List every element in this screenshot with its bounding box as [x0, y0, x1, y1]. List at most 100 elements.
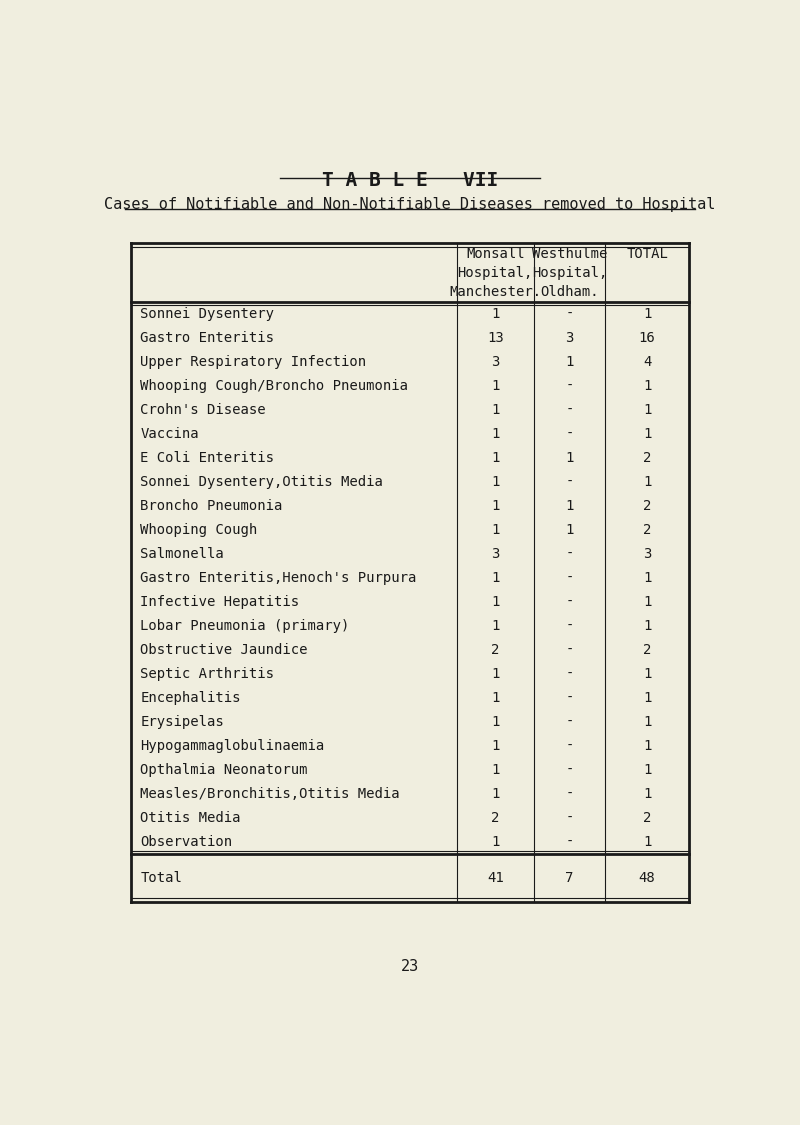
Text: 48: 48: [638, 871, 655, 884]
Text: 1: 1: [643, 403, 651, 417]
Text: 1: 1: [643, 835, 651, 849]
Text: 1: 1: [643, 428, 651, 441]
Text: Westhulme: Westhulme: [532, 246, 607, 261]
Text: 1: 1: [491, 788, 499, 801]
Text: -: -: [566, 788, 574, 801]
Text: Whooping Cough/Broncho Pneumonia: Whooping Cough/Broncho Pneumonia: [140, 379, 408, 393]
Text: 1: 1: [643, 739, 651, 753]
Text: 1: 1: [566, 523, 574, 537]
Text: 1: 1: [643, 307, 651, 321]
Text: Hypogammaglobulinaemia: Hypogammaglobulinaemia: [140, 739, 325, 753]
Text: 1: 1: [491, 500, 499, 513]
Text: -: -: [566, 547, 574, 561]
Text: 2: 2: [643, 811, 651, 825]
Text: 1: 1: [491, 763, 499, 777]
Text: Gastro Enteritis: Gastro Enteritis: [140, 331, 274, 345]
Text: 2: 2: [643, 523, 651, 537]
Text: TOTAL: TOTAL: [626, 246, 668, 261]
Text: 1: 1: [491, 691, 499, 705]
Text: 1: 1: [491, 595, 499, 609]
Text: 1: 1: [491, 403, 499, 417]
Text: 1: 1: [491, 428, 499, 441]
Text: -: -: [566, 595, 574, 609]
Text: Observation: Observation: [140, 835, 233, 849]
Text: Lobar Pneumonia (primary): Lobar Pneumonia (primary): [140, 619, 350, 633]
Text: E Coli Enteritis: E Coli Enteritis: [140, 451, 274, 465]
Text: 1: 1: [491, 716, 499, 729]
Text: 1: 1: [643, 716, 651, 729]
Text: 13: 13: [487, 331, 504, 345]
Text: 1: 1: [491, 523, 499, 537]
Text: 3: 3: [643, 547, 651, 561]
Text: 2: 2: [491, 644, 499, 657]
Text: Oldham.: Oldham.: [540, 285, 599, 299]
Text: 3: 3: [491, 547, 499, 561]
Text: 1: 1: [491, 307, 499, 321]
Text: -: -: [566, 644, 574, 657]
Text: -: -: [566, 307, 574, 321]
Text: 2: 2: [643, 644, 651, 657]
Text: Monsall: Monsall: [466, 246, 525, 261]
Text: -: -: [566, 811, 574, 825]
Text: 4: 4: [643, 356, 651, 369]
Text: 1: 1: [566, 500, 574, 513]
Text: 1: 1: [643, 763, 651, 777]
Text: 1: 1: [491, 451, 499, 465]
Text: 1: 1: [643, 667, 651, 681]
Text: Hospital,: Hospital,: [458, 266, 533, 280]
Text: 1: 1: [491, 475, 499, 489]
Text: Otitis Media: Otitis Media: [140, 811, 241, 825]
Text: -: -: [566, 716, 574, 729]
Text: 7: 7: [566, 871, 574, 884]
Text: Total: Total: [140, 871, 182, 884]
Text: Upper Respiratory Infection: Upper Respiratory Infection: [140, 356, 366, 369]
Text: Vaccina: Vaccina: [140, 428, 199, 441]
Text: -: -: [566, 403, 574, 417]
Text: -: -: [566, 835, 574, 849]
Text: Salmonella: Salmonella: [140, 547, 224, 561]
Text: -: -: [566, 691, 574, 705]
Text: 3: 3: [491, 356, 499, 369]
Text: 41: 41: [487, 871, 504, 884]
Text: -: -: [566, 619, 574, 633]
Text: -: -: [566, 739, 574, 753]
Text: -: -: [566, 379, 574, 393]
Text: -: -: [566, 763, 574, 777]
Text: 1: 1: [643, 619, 651, 633]
Text: 1: 1: [643, 691, 651, 705]
Text: 16: 16: [638, 331, 655, 345]
Text: Manchester.: Manchester.: [449, 285, 542, 299]
Text: Obstructive Jaundice: Obstructive Jaundice: [140, 644, 308, 657]
Text: 1: 1: [491, 619, 499, 633]
Text: Erysipelas: Erysipelas: [140, 716, 224, 729]
Text: Sonnei Dysentery: Sonnei Dysentery: [140, 307, 274, 321]
Text: 1: 1: [643, 475, 651, 489]
Text: 1: 1: [491, 739, 499, 753]
Text: 1: 1: [491, 667, 499, 681]
Text: 1: 1: [491, 835, 499, 849]
Text: Measles/Bronchitis,Otitis Media: Measles/Bronchitis,Otitis Media: [140, 788, 400, 801]
Text: -: -: [566, 667, 574, 681]
Text: Septic Arthritis: Septic Arthritis: [140, 667, 274, 681]
Text: -: -: [566, 572, 574, 585]
Text: 2: 2: [491, 811, 499, 825]
Text: Hospital,: Hospital,: [532, 266, 607, 280]
Text: 1: 1: [643, 379, 651, 393]
Text: 1: 1: [643, 572, 651, 585]
Text: 2: 2: [643, 500, 651, 513]
Text: -: -: [566, 428, 574, 441]
Text: 1: 1: [491, 572, 499, 585]
Text: 2: 2: [643, 451, 651, 465]
Text: Whooping Cough: Whooping Cough: [140, 523, 258, 537]
Text: Sonnei Dysentery,Otitis Media: Sonnei Dysentery,Otitis Media: [140, 475, 383, 489]
Text: Gastro Enteritis,Henoch's Purpura: Gastro Enteritis,Henoch's Purpura: [140, 572, 417, 585]
Text: Crohn's Disease: Crohn's Disease: [140, 403, 266, 417]
Text: 1: 1: [566, 451, 574, 465]
Text: Encephalitis: Encephalitis: [140, 691, 241, 705]
Text: 3: 3: [566, 331, 574, 345]
Text: 1: 1: [491, 379, 499, 393]
Text: 1: 1: [566, 356, 574, 369]
Text: 1: 1: [643, 788, 651, 801]
Text: T A B L E   VII: T A B L E VII: [322, 171, 498, 190]
Text: -: -: [566, 475, 574, 489]
